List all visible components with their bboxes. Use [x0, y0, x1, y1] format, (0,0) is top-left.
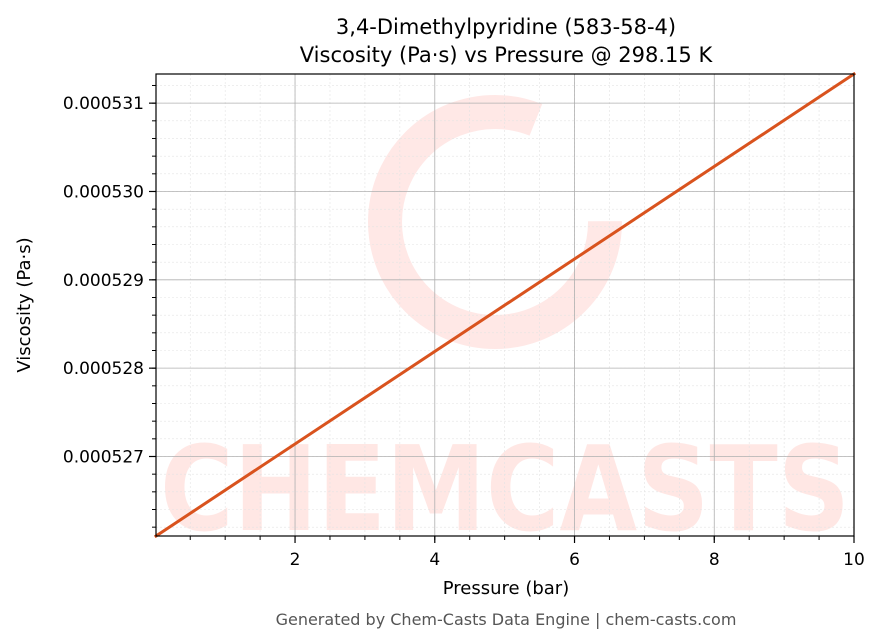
- x-tick-label: 10: [843, 550, 865, 570]
- series-layer: [153, 71, 857, 539]
- y-tick-labels: 0.000527 0.000528 0.000529 0.000530 0.000531: [63, 94, 144, 467]
- x-axis-label: Pressure (bar): [443, 578, 569, 599]
- chart-title-line2: Viscosity (Pa·s) vs Pressure @ 298.15 K: [300, 43, 714, 67]
- y-tick-label: 0.000531: [63, 94, 144, 114]
- axis-ticks: [149, 84, 855, 543]
- y-tick-label: 0.000530: [63, 182, 144, 202]
- chemcasts-watermark-logo: CHEMCASTS: [160, 95, 850, 558]
- watermark-text: CHEMCASTS: [160, 420, 850, 558]
- x-tick-label: 4: [429, 550, 440, 570]
- y-tick-label: 0.000528: [63, 359, 144, 379]
- footer-credit: Generated by Chem-Casts Data Engine | ch…: [276, 610, 737, 629]
- x-tick-label: 2: [290, 550, 301, 570]
- x-tick-labels: 2 4 6 8 10: [290, 550, 865, 570]
- x-tick-label: 8: [709, 550, 720, 570]
- series-line: [153, 71, 857, 539]
- y-tick-label: 0.000527: [63, 447, 144, 467]
- chart-title-line1: 3,4-Dimethylpyridine (583-58-4): [336, 15, 676, 39]
- y-tick-label: 0.000529: [63, 271, 144, 291]
- y-axis-label: Viscosity (Pa·s): [14, 237, 35, 372]
- x-tick-label: 6: [569, 550, 580, 570]
